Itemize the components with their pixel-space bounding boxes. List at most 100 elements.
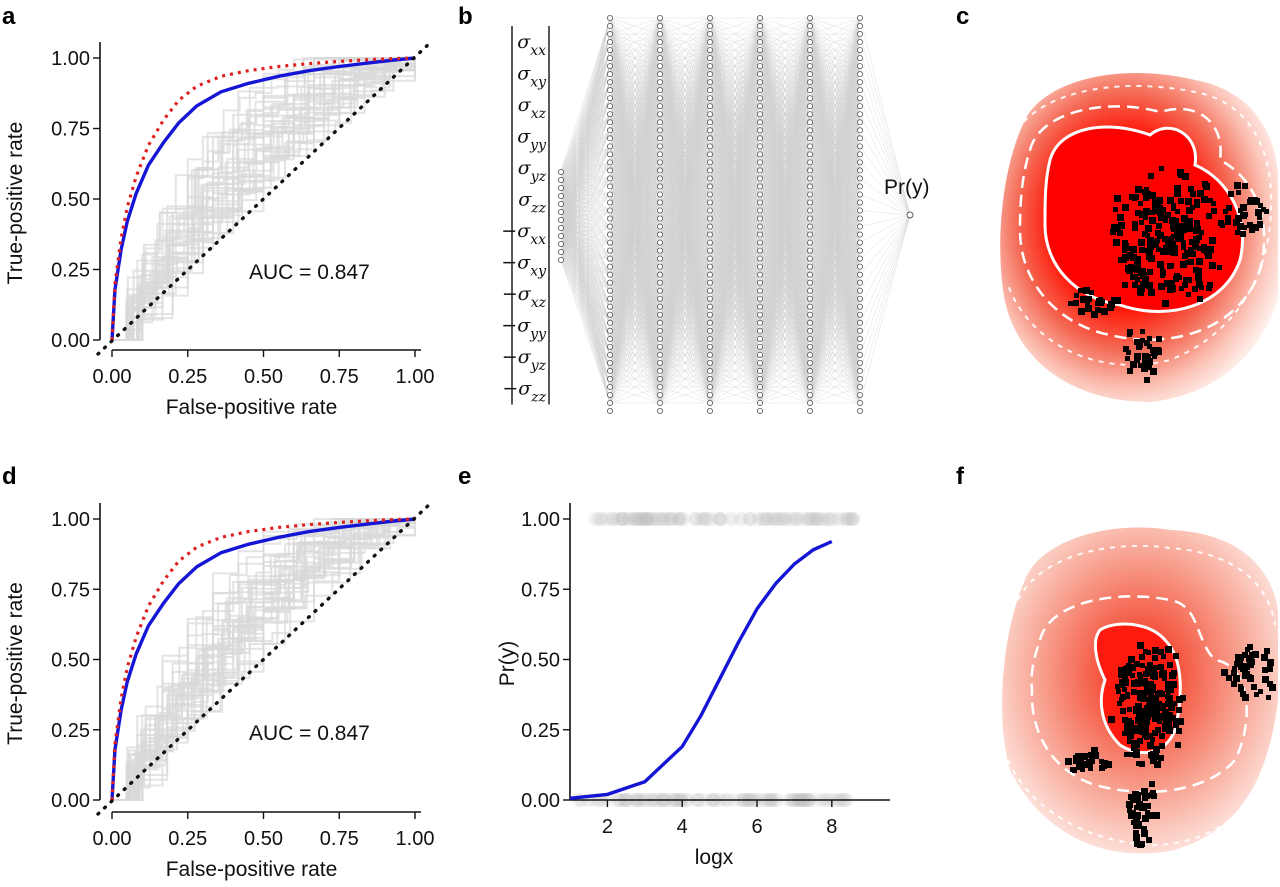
network-edge bbox=[659, 98, 711, 259]
network-edge bbox=[560, 98, 611, 213]
network-edge bbox=[560, 114, 611, 229]
network-edge bbox=[659, 306, 711, 323]
network-edge bbox=[609, 322, 661, 356]
aftershock-cell bbox=[1117, 701, 1122, 706]
aftershock-cell bbox=[1116, 689, 1121, 694]
network-edge bbox=[709, 210, 761, 227]
hidden-node bbox=[857, 63, 864, 70]
network-edge bbox=[659, 50, 711, 259]
observation-point bbox=[621, 512, 636, 526]
network-edge bbox=[659, 194, 711, 243]
network-edge bbox=[609, 258, 661, 307]
network-edge bbox=[659, 50, 711, 179]
network-edge bbox=[609, 33, 661, 115]
observation-point bbox=[802, 512, 817, 526]
network-edge bbox=[659, 130, 711, 227]
network-edge bbox=[560, 235, 611, 243]
network-edge bbox=[609, 210, 661, 323]
network-edge bbox=[560, 146, 611, 237]
network-edge bbox=[659, 338, 711, 404]
network-edge bbox=[560, 211, 611, 387]
aftershock-cell bbox=[1149, 781, 1155, 787]
aftershock-cell bbox=[1139, 730, 1144, 735]
aftershock-cell bbox=[1264, 648, 1270, 654]
hidden-node bbox=[707, 159, 714, 166]
aftershock-cell bbox=[1143, 649, 1148, 654]
network-edge bbox=[659, 50, 711, 291]
hidden-node bbox=[757, 279, 764, 286]
network-edge bbox=[709, 98, 761, 195]
network-edge bbox=[560, 146, 611, 189]
network-edge bbox=[709, 146, 761, 291]
aftershock-cell bbox=[1238, 655, 1244, 661]
network-edge bbox=[659, 354, 711, 388]
hidden-node bbox=[607, 87, 614, 94]
network-edge bbox=[709, 114, 761, 291]
input-feature-label: −σxz bbox=[502, 283, 547, 311]
network-edge bbox=[659, 258, 711, 275]
network-edge bbox=[709, 194, 761, 275]
observation-point bbox=[803, 512, 818, 526]
network-edge bbox=[609, 178, 661, 355]
network-edge bbox=[659, 98, 711, 404]
network-edge bbox=[659, 17, 711, 355]
network-edge bbox=[609, 130, 661, 339]
aftershock-cell bbox=[1117, 214, 1124, 221]
network-edge bbox=[659, 130, 711, 211]
network-edge bbox=[659, 306, 711, 339]
network-edge bbox=[709, 242, 761, 291]
network-edge bbox=[709, 98, 761, 147]
network-edge bbox=[659, 130, 711, 323]
network-edge bbox=[709, 50, 761, 211]
network-edge bbox=[709, 66, 761, 163]
network-edge bbox=[709, 162, 761, 227]
network-edge bbox=[659, 66, 711, 291]
network-edge bbox=[560, 146, 611, 253]
network-edge bbox=[609, 50, 661, 339]
network-edge bbox=[659, 290, 711, 371]
observation-point bbox=[844, 512, 859, 526]
network-edge bbox=[659, 178, 711, 275]
aftershock-cell bbox=[1138, 285, 1145, 292]
network-edge bbox=[709, 82, 761, 227]
observation-point bbox=[812, 512, 827, 526]
network-edge bbox=[709, 33, 761, 211]
aftershock-cell bbox=[1065, 758, 1072, 765]
network-edge bbox=[709, 17, 761, 51]
background-roc-curve bbox=[112, 518, 415, 801]
network-edge bbox=[709, 98, 761, 243]
network-edge bbox=[659, 130, 711, 355]
aftershock-cell bbox=[1120, 683, 1125, 688]
network-edge bbox=[609, 210, 661, 307]
network-edge bbox=[709, 33, 761, 227]
network-edge bbox=[709, 114, 761, 211]
hidden-node bbox=[657, 391, 664, 398]
network-edge bbox=[609, 66, 661, 211]
network-edge bbox=[709, 210, 761, 387]
network-edge bbox=[709, 130, 761, 307]
network-edge bbox=[560, 203, 611, 291]
network-edge bbox=[659, 34, 711, 339]
network-edge bbox=[709, 194, 761, 227]
network-edge bbox=[709, 50, 761, 163]
network-edge bbox=[560, 33, 611, 205]
network-edge bbox=[659, 354, 711, 404]
network-edge bbox=[709, 114, 761, 163]
network-edge bbox=[609, 65, 661, 115]
network-edge bbox=[609, 242, 661, 259]
hidden-node bbox=[707, 319, 714, 326]
network-edge bbox=[709, 33, 761, 179]
aftershock-cell bbox=[1118, 667, 1123, 672]
hidden-node bbox=[707, 71, 714, 78]
network-edge bbox=[709, 98, 761, 115]
network-edge bbox=[560, 130, 611, 229]
network-edge bbox=[560, 17, 611, 189]
network-edge bbox=[709, 290, 761, 355]
aftershock-cell bbox=[1183, 221, 1190, 228]
aftershock-cell bbox=[1220, 223, 1225, 228]
network-edge bbox=[709, 17, 761, 179]
network-edge bbox=[709, 33, 761, 227]
network-edge bbox=[659, 34, 711, 323]
aftershock-cell bbox=[1146, 253, 1153, 260]
network-edge bbox=[560, 242, 611, 253]
